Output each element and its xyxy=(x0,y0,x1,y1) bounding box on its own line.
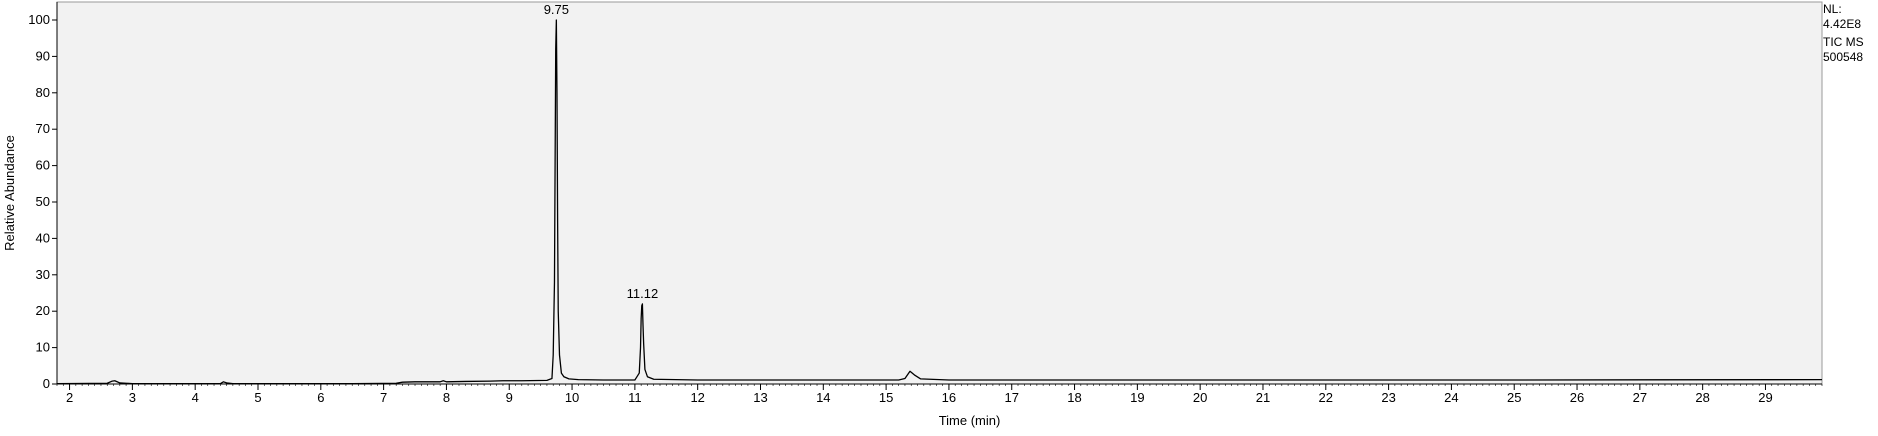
y-tick-label: 30 xyxy=(36,267,50,282)
peak-label: 9.75 xyxy=(544,2,569,17)
x-tick-label: 19 xyxy=(1130,390,1144,405)
x-tick-label: 3 xyxy=(129,390,136,405)
x-tick-label: 12 xyxy=(690,390,704,405)
y-tick-label: 100 xyxy=(28,12,50,27)
y-tick-label: 40 xyxy=(36,230,50,245)
x-tick-label: 18 xyxy=(1067,390,1081,405)
peak-labels: 9.75 11.12 xyxy=(544,2,658,301)
x-tick-label: 5 xyxy=(254,390,261,405)
sample-id: 500548 xyxy=(1823,50,1864,64)
x-tick-label: 9 xyxy=(506,390,513,405)
x-tick-label: 21 xyxy=(1256,390,1270,405)
x-tick-label: 23 xyxy=(1381,390,1395,405)
nl-value: 4.42E8 xyxy=(1823,17,1862,31)
x-axis: 2 3 4 5 6 7 8 9 10 11 12 13 14 15 16 17 18 19 20 21 22 23 24 25… xyxy=(56,383,1823,405)
y-tick-label: 90 xyxy=(36,48,50,63)
y-tick-label: 0 xyxy=(43,376,50,391)
y-tick-label: 20 xyxy=(36,303,50,318)
x-tick-label: 6 xyxy=(317,390,324,405)
x-tick-label: 14 xyxy=(816,390,830,405)
x-tick-label: 27 xyxy=(1633,390,1647,405)
x-tick-label: 17 xyxy=(1004,390,1018,405)
x-axis-title: Time (min) xyxy=(939,413,1001,428)
y-tick-label: 10 xyxy=(36,340,50,355)
x-tick-label: 20 xyxy=(1193,390,1207,405)
x-tick-label: 2 xyxy=(66,390,73,405)
plot-area xyxy=(56,1,1823,385)
y-axis-title: Relative Abundance xyxy=(2,135,17,251)
x-tick-label: 28 xyxy=(1695,390,1709,405)
peak-label: 11.12 xyxy=(627,286,659,301)
nl-label: NL: xyxy=(1823,2,1842,16)
y-tick-label: 60 xyxy=(36,158,50,173)
x-tick-label: 11 xyxy=(628,390,642,405)
x-tick-label: 26 xyxy=(1570,390,1584,405)
x-tick-label: 29 xyxy=(1758,390,1772,405)
x-tick-label: 15 xyxy=(879,390,893,405)
x-tick-label: 4 xyxy=(192,390,199,405)
x-tick-label: 16 xyxy=(942,390,956,405)
x-tick-label: 22 xyxy=(1319,390,1333,405)
x-tick-label: 8 xyxy=(443,390,450,405)
y-tick-label: 50 xyxy=(36,194,50,209)
y-axis: 0 10 20 30 40 50 60 70 80 90 100 xyxy=(28,2,58,391)
scan-filter: TIC MS xyxy=(1823,35,1864,49)
tic-trace xyxy=(56,19,1823,385)
x-tick-label: 25 xyxy=(1507,390,1521,405)
x-tick-label: 24 xyxy=(1444,390,1458,405)
x-tick-label: 13 xyxy=(753,390,767,405)
x-tick-label: 7 xyxy=(380,390,387,405)
x-tick-label: 10 xyxy=(565,390,579,405)
chromatogram-traces xyxy=(56,19,1823,385)
y-tick-label: 80 xyxy=(36,85,50,100)
y-tick-label: 70 xyxy=(36,121,50,136)
